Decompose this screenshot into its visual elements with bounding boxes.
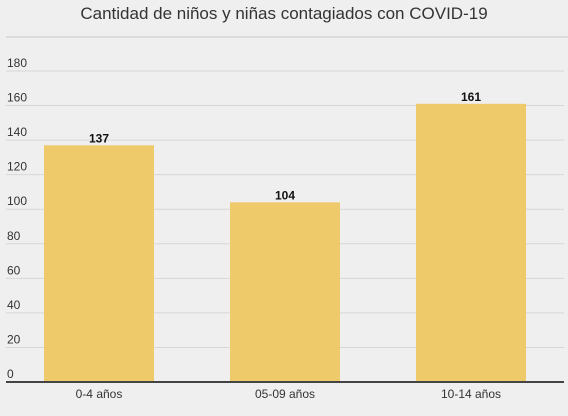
y-tick-label: 40 — [7, 298, 21, 312]
bars — [44, 103, 526, 383]
y-tick-label: 100 — [7, 194, 27, 208]
y-tick-label: 0 — [7, 367, 14, 381]
data-label: 161 — [461, 90, 481, 104]
data-label: 104 — [275, 188, 295, 202]
y-tick-label: 180 — [7, 56, 27, 70]
labels: 0 20 40 60 80 100 120 140 160 180 137 0-4 años 104 05… — [6, 56, 564, 401]
bar-10-14 años — [416, 103, 526, 383]
y-tick-label: 160 — [7, 91, 27, 105]
y-tick-label: 20 — [7, 332, 21, 346]
bar-0-4 años — [44, 145, 154, 382]
x-tick-label: 10-14 años — [441, 387, 501, 401]
data-label: 137 — [89, 131, 109, 145]
y-tick-label: 60 — [7, 263, 21, 277]
title-divider — [6, 36, 568, 38]
bar-05-09 años — [230, 202, 340, 382]
y-tick-label: 80 — [7, 229, 21, 243]
y-tick-label: 140 — [7, 125, 27, 139]
y-tick-label: 120 — [7, 160, 27, 174]
x-tick-label: 05-09 años — [255, 387, 315, 401]
chart-title: Cantidad de niños y niñas contagiados co… — [80, 4, 488, 23]
x-tick-label: 0-4 años — [76, 387, 123, 401]
